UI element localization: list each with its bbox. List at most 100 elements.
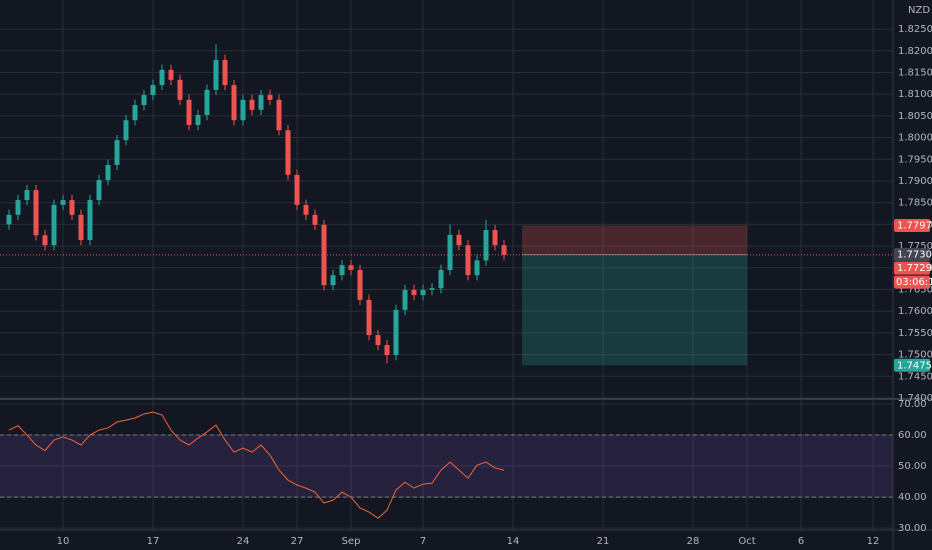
candle-body [366,299,372,336]
x-tick-label: 27 [291,536,304,547]
stop-label: 1.77975 [897,220,932,231]
rsi-tick-label: 50.00 [898,461,927,472]
candle-body [60,200,66,205]
candle-body [303,204,309,215]
y-tick-label: 1.78500 [898,198,932,209]
y-tick-label: 1.81000 [898,89,932,100]
candle-body [357,269,363,300]
x-tick-label: 14 [507,536,520,547]
candle-body [447,234,453,270]
candle-body [159,69,165,86]
entry-label-box [894,248,930,262]
candle-body [33,190,39,236]
y-tick-label: 1.79000 [898,176,932,187]
candle-body [285,130,291,175]
candle-body [15,200,21,215]
candle-body [213,59,219,90]
x-tick-label: 21 [597,536,610,547]
candle-body [78,214,84,241]
candle-body [177,79,183,100]
candle-body [411,289,417,296]
y-tick-label: 1.80000 [898,133,932,144]
rsi-line [8,411,505,519]
candle-body [6,214,12,225]
candle-body [429,288,435,290]
candle-body [483,230,489,261]
y-tick-label: 1.79500 [898,154,932,165]
countdown: 03:06:15 [896,277,932,288]
y-tick-label: 1.76500 [898,284,932,295]
candle-body [258,95,264,110]
y-tick-label: 1.81500 [898,67,932,78]
y-tick-label: 1.77500 [898,241,932,252]
rsi-tick-label: 70.00 [898,399,927,410]
target-zone [522,254,748,366]
candle-body [321,224,327,286]
candle-body [240,99,246,121]
y-tick-label: 1.75000 [898,350,932,361]
y-tick-label: 1.74000 [898,393,932,404]
candle-body [402,289,408,310]
candle-body [501,245,507,255]
candle-body [204,89,210,116]
target-label-box [894,358,930,372]
x-tick-label: 6 [798,536,804,547]
x-tick-label: 12 [867,536,880,547]
candle-body [393,309,399,356]
candle-body [276,99,282,131]
candle-body [114,140,120,165]
y-tick-label: 1.80500 [898,111,932,122]
candle-body [42,235,48,246]
stop-zone [522,225,748,255]
rsi-tick-label: 40.00 [898,492,927,503]
y-tick-label: 1.76000 [898,306,932,317]
candle-body [420,289,426,296]
candle-body [465,245,471,276]
candle-body [51,204,57,246]
candle-body [330,275,336,286]
x-tick-label: 10 [57,536,70,547]
x-tick-label: Oct [738,536,755,547]
candle-body [348,265,354,270]
currency-label: NZD [908,5,930,16]
y-tick-label: 1.74500 [898,371,932,382]
candle-body [456,234,462,246]
candle-body [150,85,156,96]
candle-body [141,95,147,106]
candle-body [375,335,381,346]
candle-body [339,265,345,276]
y-tick-label: 1.82500 [898,24,932,35]
candle-body [267,95,273,100]
x-tick-label: 24 [237,536,250,547]
candle-body [105,164,111,181]
candle-body [69,200,75,215]
candle-body [186,99,192,125]
entry-label: 1.77302 [897,250,932,261]
candle-body [231,85,237,121]
candle-body [195,115,201,125]
last-price-label: 1.77297 [897,263,932,274]
candle-body [24,190,30,201]
candle-body [168,69,174,80]
candle-body [384,345,390,356]
candle-body [222,59,228,86]
target-label: 1.74754 [897,360,932,371]
candle-body [492,230,498,246]
rsi-tick-label: 60.00 [898,430,927,441]
x-tick-label: 7 [420,536,426,547]
y-tick-label: 1.82000 [898,46,932,57]
x-tick-label: 17 [147,536,160,547]
last-price-label-box [894,261,930,275]
x-tick-label: Sep [342,536,361,547]
rsi-band [0,435,893,498]
rsi-tick-label: 30.00 [898,523,927,534]
candle-body [123,120,129,141]
candle-body [249,99,255,110]
candle-body [96,180,102,201]
candle-body [132,105,138,121]
stop-label-box [894,218,930,232]
candle-body [438,269,444,289]
candle-body [312,214,318,225]
candle-body [87,200,93,241]
